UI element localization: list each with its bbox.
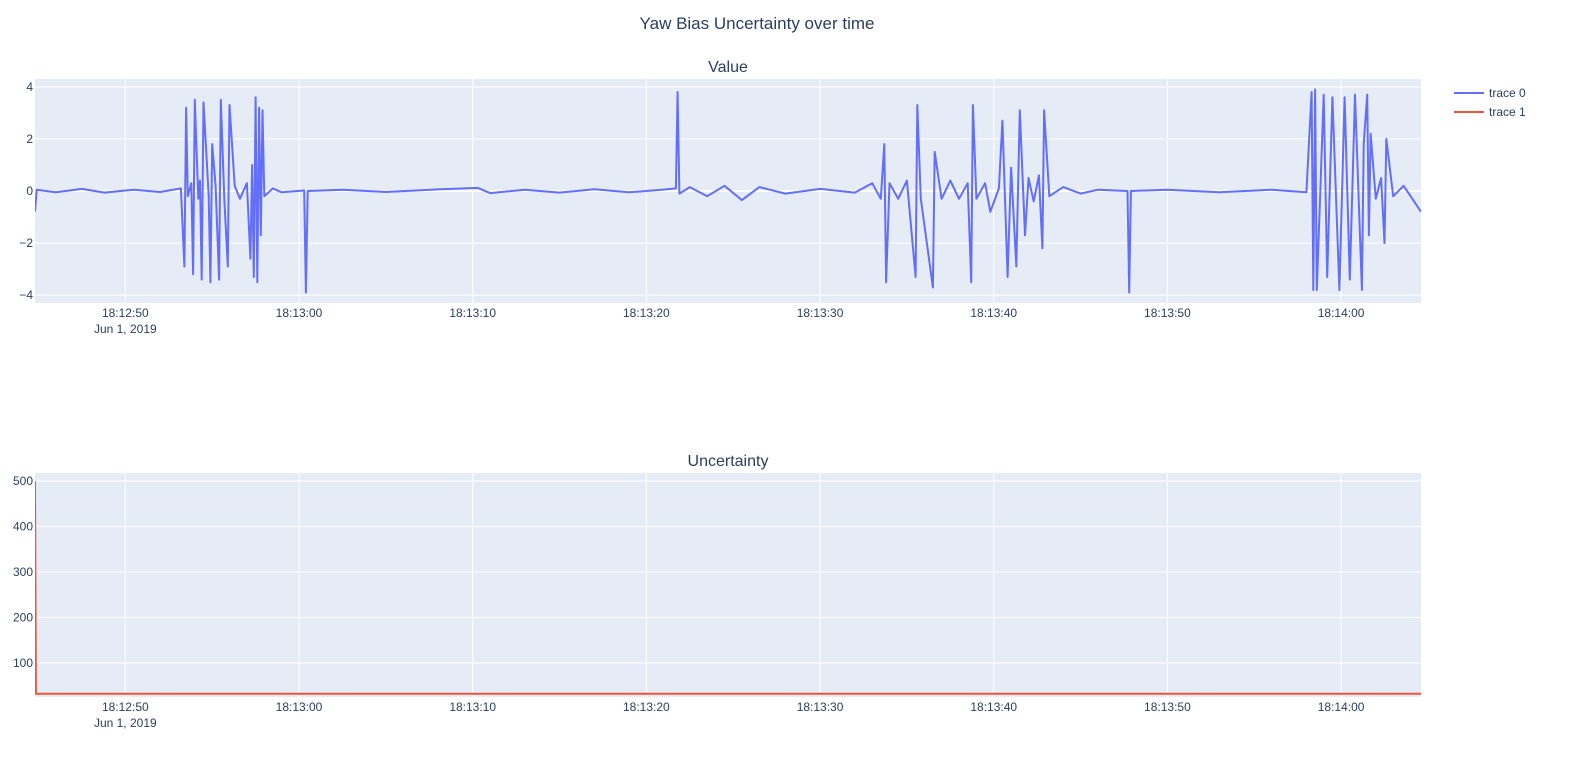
x-tick-date: Jun 1, 2019 bbox=[94, 716, 157, 730]
y-tick-label: 2 bbox=[26, 132, 33, 146]
legend-label: trace 0 bbox=[1489, 86, 1526, 100]
y-tick-label: 300 bbox=[13, 565, 33, 579]
x-tick-label: 18:13:50 bbox=[1144, 700, 1191, 714]
y-tick-label: 200 bbox=[13, 610, 33, 624]
y-tick-label: 500 bbox=[13, 474, 33, 488]
subplot-0: 18:12:50 Jun 1, 2019 18:13:00 18:13:10 18:13… bbox=[19, 59, 1421, 336]
legend[interactable]: trace 0 trace 1 bbox=[1454, 86, 1526, 119]
legend-item[interactable]: trace 1 bbox=[1454, 105, 1526, 119]
y-tick-label: −2 bbox=[19, 236, 33, 250]
subplot-title: Uncertainty bbox=[688, 453, 769, 470]
x-tick-label: 18:13:40 bbox=[970, 700, 1017, 714]
x-tick-label: 18:13:10 bbox=[449, 700, 496, 714]
y-tick-label: −4 bbox=[19, 288, 33, 302]
x-tick-label: 18:13:00 bbox=[276, 700, 323, 714]
x-tick-label: 18:13:30 bbox=[797, 306, 844, 320]
subplot-title: Value bbox=[708, 59, 748, 76]
x-tick-label: 18:13:20 bbox=[623, 306, 670, 320]
x-tick-label: 18:13:10 bbox=[449, 306, 496, 320]
series-line-trace-1[interactable] bbox=[35, 481, 1421, 695]
plot-area[interactable] bbox=[35, 473, 1421, 697]
x-tick-label: 18:13:20 bbox=[623, 700, 670, 714]
x-tick-label: 18:13:00 bbox=[276, 306, 323, 320]
x-tick-label: 18:13:30 bbox=[797, 700, 844, 714]
x-tick-label: 18:12:50 bbox=[102, 700, 149, 714]
y-tick-label: 4 bbox=[26, 80, 33, 94]
y-tick-label: 400 bbox=[13, 520, 33, 534]
legend-label: trace 1 bbox=[1489, 105, 1526, 119]
y-tick-label: 0 bbox=[26, 184, 33, 198]
subplots: 18:12:50 Jun 1, 2019 18:13:00 18:13:10 18:13… bbox=[13, 59, 1421, 730]
subplot-1: 18:12:50 Jun 1, 2019 18:13:00 18:13:10 18:13… bbox=[13, 453, 1421, 730]
x-tick-label: 18:14:00 bbox=[1318, 700, 1365, 714]
x-tick-label: 18:13:50 bbox=[1144, 306, 1191, 320]
x-tick-label: 18:12:50 bbox=[102, 306, 149, 320]
x-tick-date: Jun 1, 2019 bbox=[94, 322, 157, 336]
x-tick-label: 18:14:00 bbox=[1318, 306, 1365, 320]
figure-title: Yaw Bias Uncertainty over time bbox=[640, 14, 875, 33]
x-tick-label: 18:13:40 bbox=[970, 306, 1017, 320]
y-tick-label: 100 bbox=[13, 656, 33, 670]
series-line-trace-0[interactable] bbox=[35, 88, 1421, 294]
legend-item[interactable]: trace 0 bbox=[1454, 86, 1526, 100]
